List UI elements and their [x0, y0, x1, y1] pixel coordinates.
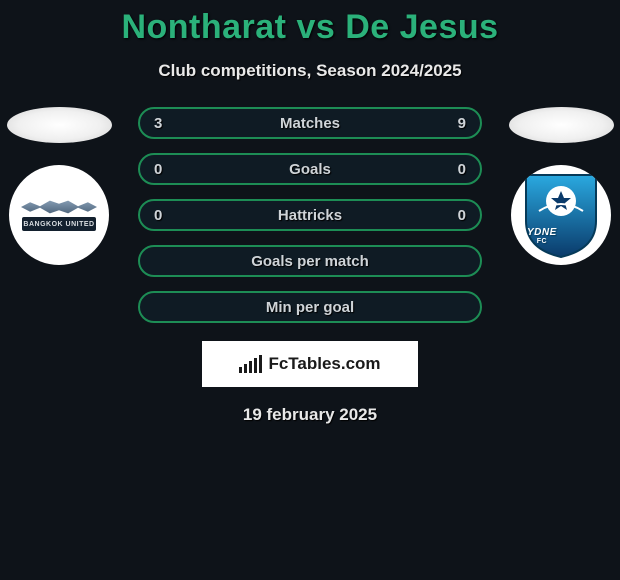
logo-text: FcTables.com	[268, 354, 380, 374]
stat-left-value: 0	[154, 207, 162, 224]
site-logo: FcTables.com	[202, 341, 418, 387]
stat-right-value: 9	[458, 115, 466, 132]
left-side: BANGKOK UNITED	[4, 107, 114, 265]
stat-right-value: 0	[458, 161, 466, 178]
stat-label: Min per goal	[140, 299, 480, 316]
bars-icon	[239, 355, 262, 373]
stat-row: 3 Matches 9	[138, 107, 482, 139]
stats-column: 3 Matches 9 0 Goals 0 0 Hattricks 0 Goal…	[138, 107, 482, 323]
shield-icon: YDNE FC	[521, 171, 601, 259]
stat-label: Hattricks	[140, 207, 480, 224]
root: Nontharat vs De Jesus Club competitions,…	[0, 0, 620, 425]
stat-row: Goals per match	[138, 245, 482, 277]
stat-left-value: 3	[154, 115, 162, 132]
player-ellipse-left	[7, 107, 112, 143]
wings-icon	[21, 199, 97, 215]
stat-label: Matches	[140, 115, 480, 132]
shield-text: YDNE FC	[527, 227, 557, 245]
stat-label: Goals	[140, 161, 480, 178]
date-text: 19 february 2025	[0, 405, 620, 425]
team-badge-right: YDNE FC	[511, 165, 611, 265]
stat-left-value: 0	[154, 161, 162, 178]
stat-right-value: 0	[458, 207, 466, 224]
team-badge-left: BANGKOK UNITED	[9, 165, 109, 265]
page-title: Nontharat vs De Jesus	[0, 8, 620, 47]
stat-label: Goals per match	[140, 253, 480, 270]
player-ellipse-right	[509, 107, 614, 143]
stat-row: 0 Hattricks 0	[138, 199, 482, 231]
team-banner-left: BANGKOK UNITED	[22, 217, 96, 231]
right-side: YDNE FC	[506, 107, 616, 265]
stat-row: 0 Goals 0	[138, 153, 482, 185]
main-row: BANGKOK UNITED 3 Matches 9 0 Goals 0 0 H…	[0, 107, 620, 323]
stat-row: Min per goal	[138, 291, 482, 323]
page-subtitle: Club competitions, Season 2024/2025	[0, 61, 620, 81]
